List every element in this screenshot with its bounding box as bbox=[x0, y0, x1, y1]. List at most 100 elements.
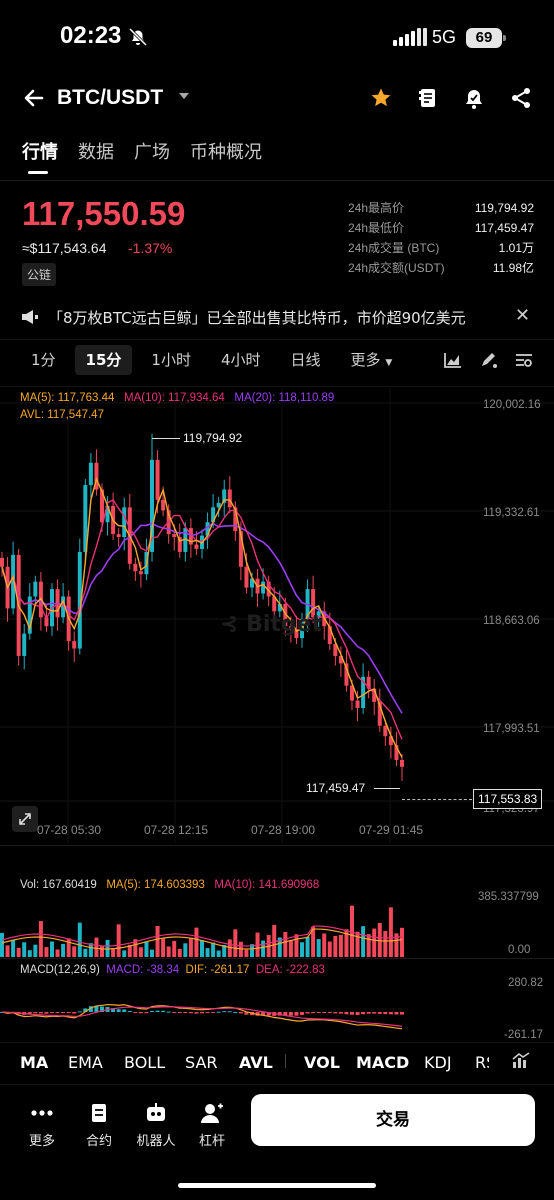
trade-button[interactable]: 交易 bbox=[251, 1094, 535, 1146]
tab-square[interactable]: 广场 bbox=[134, 142, 170, 163]
volume-bar bbox=[400, 927, 404, 957]
indicator-vol[interactable]: VOL bbox=[304, 1053, 340, 1072]
volume-bar bbox=[383, 930, 388, 957]
volume-bar bbox=[66, 938, 71, 957]
volume-bar bbox=[133, 939, 138, 957]
macd-dea-line bbox=[1, 1006, 403, 1027]
nav-contract[interactable]: 合约 bbox=[79, 1100, 119, 1149]
home-indicator[interactable] bbox=[178, 1183, 376, 1188]
volume-ma10-line bbox=[1, 925, 403, 947]
macd-histogram-bar bbox=[205, 1012, 210, 1014]
nav-margin[interactable]: 杠杆 bbox=[192, 1100, 232, 1149]
pair-dropdown-icon[interactable] bbox=[179, 93, 189, 99]
indicator-macd[interactable]: MACD bbox=[356, 1053, 410, 1072]
macd-histogram-bar bbox=[161, 1010, 166, 1013]
legend-ma10: MA(10): 117,934.64 bbox=[124, 392, 225, 404]
notes-icon[interactable] bbox=[416, 86, 440, 114]
24h-stats: 24h最高价 119,794.92 24h最低价 117,459.47 24h成交量… bbox=[348, 200, 534, 280]
interval-1h[interactable]: 1小时 bbox=[151, 351, 191, 369]
megaphone-icon bbox=[20, 308, 40, 330]
fullscreen-icon[interactable] bbox=[12, 806, 38, 832]
volume-bar bbox=[366, 934, 371, 957]
pair-title[interactable]: BTC/USDT bbox=[57, 86, 164, 109]
macd-histogram-bar bbox=[288, 1012, 293, 1016]
candle-body bbox=[27, 596, 32, 634]
indicator-settings-icon[interactable] bbox=[511, 1052, 531, 1074]
candle-body bbox=[222, 489, 227, 503]
volume-bar bbox=[22, 942, 27, 957]
candle-body bbox=[0, 557, 4, 567]
divider bbox=[0, 180, 554, 181]
nav-bot-label: 机器人 bbox=[136, 1134, 176, 1149]
interval-selector: 1分 15分 1小时 4小时 日线 更多 ▼ bbox=[20, 345, 411, 375]
divider bbox=[0, 1084, 554, 1085]
indicator-kdj[interactable]: KDJ bbox=[424, 1053, 452, 1072]
star-icon[interactable] bbox=[369, 86, 393, 114]
candle-body bbox=[261, 581, 266, 594]
macd-histogram-bar bbox=[377, 1012, 382, 1014]
announcement-bar[interactable]: 「8万枚BTC远古巨鲸」已全部出售其比特币，市价超90亿美元 ✕ bbox=[0, 301, 554, 333]
macd-histogram-bar bbox=[400, 1012, 404, 1015]
interval-1m[interactable]: 1分 bbox=[31, 351, 56, 369]
volume-bar bbox=[311, 926, 316, 957]
chart-type-icon[interactable] bbox=[443, 351, 463, 373]
volume-bar bbox=[138, 947, 143, 957]
indicator-sar[interactable]: SAR bbox=[185, 1053, 218, 1072]
macd-histogram-bar bbox=[366, 1012, 371, 1014]
volume-bar bbox=[155, 925, 160, 957]
volume-bar bbox=[111, 947, 116, 957]
tab-coin-overview[interactable]: 币种概况 bbox=[190, 142, 262, 163]
divider bbox=[0, 845, 554, 846]
candle-body bbox=[172, 534, 177, 538]
candle-body bbox=[294, 629, 299, 639]
macd-histogram-bar bbox=[294, 1012, 299, 1016]
macd-histogram-bar bbox=[394, 1012, 399, 1015]
close-icon[interactable]: ✕ bbox=[515, 305, 531, 326]
volume-bar bbox=[127, 944, 132, 957]
volume-bar bbox=[216, 950, 221, 957]
nav-bot[interactable]: 机器人 bbox=[131, 1100, 181, 1149]
stat-value: 1.01万 bbox=[498, 241, 534, 255]
chart-settings-icon[interactable] bbox=[514, 351, 534, 373]
stat-value: 117,459.47 bbox=[474, 221, 534, 235]
volume-bar bbox=[361, 926, 366, 957]
candle-body bbox=[400, 759, 404, 767]
interval-15m[interactable]: 15分 bbox=[74, 345, 133, 375]
volume-bar bbox=[72, 946, 77, 957]
indicator-avl[interactable]: AVL bbox=[239, 1053, 273, 1072]
stat-24h-high: 24h最高价 119,794.92 bbox=[348, 200, 534, 220]
macd-histogram-bar bbox=[133, 1012, 138, 1014]
indicator-rsi[interactable]: RSI bbox=[475, 1053, 489, 1072]
share-icon[interactable] bbox=[509, 86, 533, 114]
volume-bar bbox=[166, 946, 171, 957]
divider bbox=[0, 958, 554, 959]
tab-data[interactable]: 数据 bbox=[78, 142, 114, 163]
macd-histogram-bar bbox=[50, 1012, 54, 1014]
nav-more[interactable]: 更多 bbox=[22, 1100, 62, 1149]
chain-badge[interactable]: 公链 bbox=[22, 263, 57, 286]
tab-market[interactable]: 行情 bbox=[22, 142, 58, 163]
draw-tool-icon[interactable] bbox=[479, 351, 499, 373]
interval-more[interactable]: 更多 ▼ bbox=[340, 345, 404, 375]
interval-1d[interactable]: 日线 bbox=[290, 351, 321, 369]
volume-bar bbox=[344, 929, 349, 957]
macd-histogram-bar bbox=[72, 1012, 77, 1014]
macd-histogram-bar bbox=[305, 1012, 310, 1014]
macd-histogram-bar bbox=[127, 1011, 132, 1013]
indicator-boll[interactable]: BOLL bbox=[124, 1053, 166, 1072]
y-tick: 120,002.16 bbox=[483, 399, 541, 411]
candle-body bbox=[250, 578, 254, 588]
candlestick-chart[interactable] bbox=[0, 388, 554, 843]
volume-bar bbox=[88, 943, 93, 957]
volume-bar bbox=[200, 940, 204, 957]
volume-bar bbox=[327, 941, 332, 957]
announcement-text[interactable]: 「8万枚BTC远古巨鲸」已全部出售其比特币，市价超90亿美元 bbox=[48, 309, 466, 327]
indicator-ema[interactable]: EMA bbox=[68, 1053, 103, 1072]
low-marker: 117,459.47 bbox=[306, 781, 366, 795]
alert-bell-icon[interactable] bbox=[462, 86, 486, 114]
interval-4h[interactable]: 4小时 bbox=[220, 351, 261, 369]
volume-bar bbox=[11, 939, 16, 957]
back-arrow-icon[interactable] bbox=[22, 86, 46, 114]
indicator-ma[interactable]: MA bbox=[20, 1053, 49, 1072]
volume-bar bbox=[161, 938, 166, 957]
